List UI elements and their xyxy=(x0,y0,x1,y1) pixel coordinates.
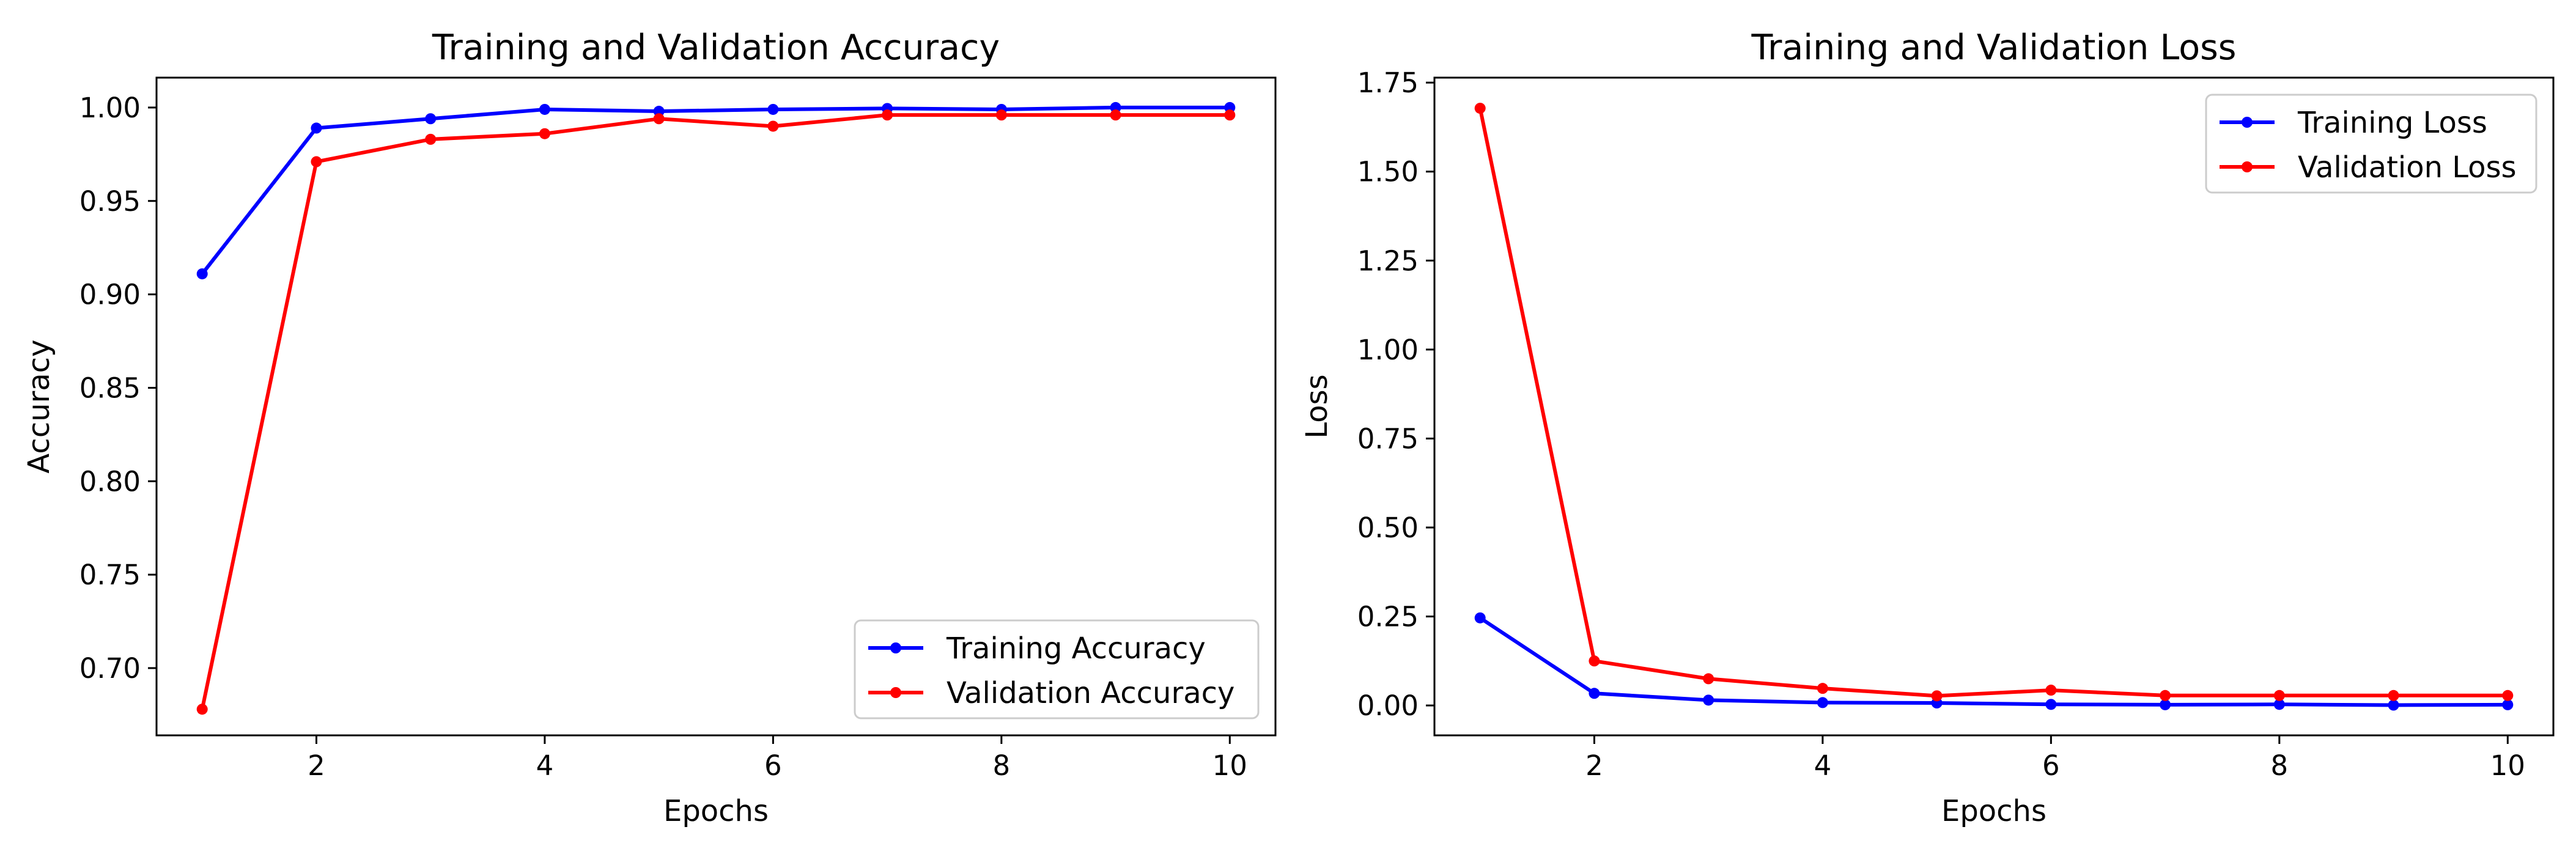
data-point xyxy=(196,268,208,279)
legend-label: Validation Accuracy xyxy=(947,676,1234,710)
legend: Training Accuracy Validation Accuracy xyxy=(854,619,1260,719)
x-axis-label: Epochs xyxy=(663,794,769,828)
plot-frame xyxy=(155,76,1277,737)
data-point xyxy=(1589,688,1600,699)
y-axis-label: Accuracy xyxy=(22,339,56,473)
y-axis-label: Loss xyxy=(1300,374,1334,438)
y-tick-label: 0.75 xyxy=(1357,422,1419,455)
legend-box xyxy=(2205,94,2537,194)
x-tick-label: 4 xyxy=(536,749,554,782)
x-tick-label: 6 xyxy=(2042,749,2060,782)
data-point xyxy=(2502,699,2514,710)
y-tick-label: 1.25 xyxy=(1357,245,1419,277)
legend-label: Validation Loss xyxy=(2298,150,2517,185)
data-point xyxy=(311,122,322,134)
legend-label: Training Accuracy xyxy=(946,631,1206,666)
data-point xyxy=(2160,699,2171,710)
y-tick-label: 0.90 xyxy=(79,279,141,311)
data-point xyxy=(653,113,665,125)
data-point xyxy=(311,156,322,167)
x-tick-label: 2 xyxy=(308,749,325,782)
x-tick-label: 4 xyxy=(1814,749,1832,782)
data-point xyxy=(1110,109,1121,121)
legend: Training Loss Validation Loss xyxy=(2205,94,2537,194)
y-tick-label: 0.70 xyxy=(79,652,141,685)
data-point xyxy=(2388,699,2399,711)
x-tick-label: 2 xyxy=(1585,749,1603,782)
data-point xyxy=(539,103,550,115)
legend-marker xyxy=(2242,117,2253,128)
data-point xyxy=(539,128,550,139)
x-tick-label: 10 xyxy=(1212,749,1247,782)
data-point xyxy=(767,120,779,132)
series-line-1 xyxy=(201,105,1230,275)
x-tick-label: 6 xyxy=(764,749,782,782)
legend-box xyxy=(854,619,1260,719)
data-point xyxy=(1589,655,1600,667)
y-tick-label: 1.00 xyxy=(79,92,141,124)
data-point xyxy=(2045,685,2057,696)
chart-title: Training and Validation Loss xyxy=(1751,28,2237,68)
y-tick-label: 1.00 xyxy=(1357,334,1419,366)
legend-marker xyxy=(890,642,901,653)
data-point xyxy=(1817,683,1828,694)
series-line-2 xyxy=(1478,108,2508,698)
x-axis-label: Epochs xyxy=(1941,794,2046,828)
data-point xyxy=(995,109,1007,121)
y-tick-label: 0.00 xyxy=(1357,690,1419,722)
y-tick-label: 0.50 xyxy=(1357,512,1419,544)
data-point xyxy=(1703,673,1714,685)
data-point xyxy=(425,113,437,125)
data-point xyxy=(1224,109,1236,121)
plot-frame xyxy=(1433,76,2555,737)
x-tick-label: 8 xyxy=(993,749,1011,782)
data-point xyxy=(425,133,437,145)
y-tick-label: 0.25 xyxy=(1357,601,1419,633)
series-line-1 xyxy=(1479,616,2508,707)
data-point xyxy=(1474,612,1486,623)
chart-panel-2: 2 4 6 8 10 0.00 0.25 0.50 0.75 1.00 1.25 1.50 1.75 Tr… xyxy=(1300,28,2555,828)
x-tick-label: 8 xyxy=(2271,749,2289,782)
data-point xyxy=(196,704,208,715)
y-tick-label: 0.95 xyxy=(79,185,141,218)
chart-panel-1: 2 4 6 8 10 0.70 0.75 0.80 0.85 0.90 0.95 1.00 Traini… xyxy=(22,28,1277,828)
data-point xyxy=(2045,699,2057,710)
legend-label: Training Loss xyxy=(2297,106,2487,140)
data-point xyxy=(2388,690,2399,701)
data-point xyxy=(2502,690,2514,701)
y-tick-label: 0.75 xyxy=(79,559,141,591)
data-point xyxy=(2273,690,2285,701)
chart-title: Training and Validation Accuracy xyxy=(432,28,1000,68)
data-point xyxy=(1931,690,1943,702)
data-point xyxy=(882,109,893,121)
y-tick-label: 1.50 xyxy=(1357,156,1419,188)
legend-marker xyxy=(890,687,901,698)
data-point xyxy=(2273,699,2285,710)
series-line-2 xyxy=(200,113,1230,710)
legend-marker xyxy=(2242,161,2253,172)
y-tick-label: 0.80 xyxy=(79,465,141,498)
data-point xyxy=(1474,103,1486,114)
y-tick-label: 1.75 xyxy=(1357,67,1419,99)
data-point xyxy=(767,103,779,115)
x-tick-label: 10 xyxy=(2490,749,2525,782)
data-point xyxy=(1703,694,1714,706)
y-tick-label: 0.85 xyxy=(79,372,141,404)
data-point xyxy=(1817,697,1828,708)
data-point xyxy=(2160,690,2171,701)
